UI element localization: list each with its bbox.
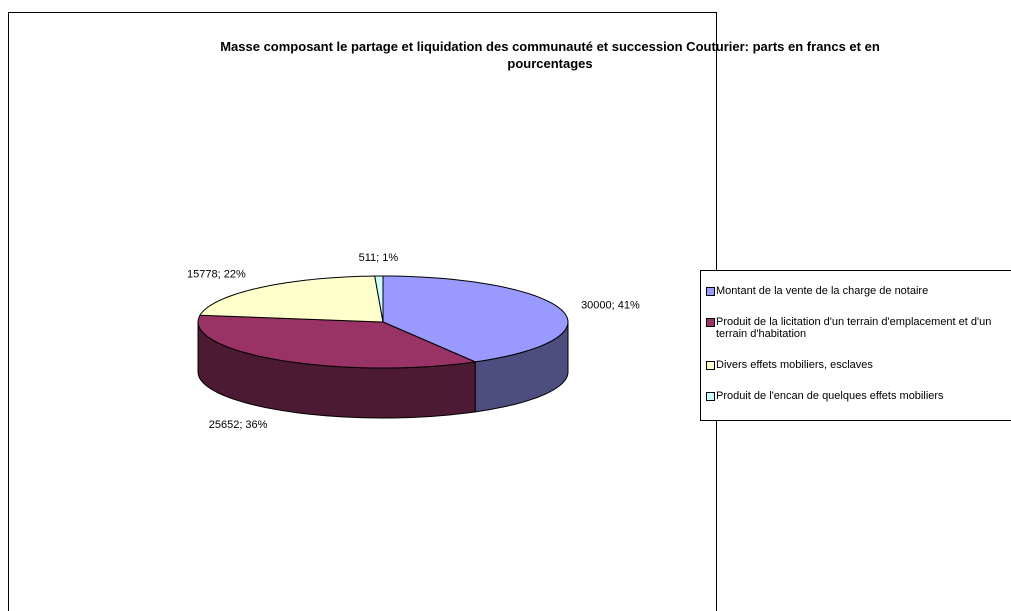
- legend-swatch: [706, 317, 715, 327]
- legend-swatch: [706, 361, 715, 371]
- legend: Montant de la vente de la charge de nota…: [700, 270, 1011, 421]
- legend-item: Produit de l'encan de quelques effets mo…: [706, 390, 1011, 402]
- slice: [197, 314, 477, 369]
- data-label: 15778; 22%: [187, 268, 246, 280]
- data-label: 25652; 36%: [209, 419, 268, 431]
- slice: [382, 275, 569, 363]
- slice: [374, 275, 384, 323]
- legend-item: Divers effets mobiliers, esclaves: [706, 359, 1011, 371]
- legend-label: Divers effets mobiliers, esclaves: [716, 359, 873, 372]
- chart-title: Masse composant le partage et liquidatio…: [220, 39, 880, 71]
- legend-swatch: [706, 392, 715, 402]
- data-label: 511; 1%: [359, 252, 399, 264]
- legend-label: Produit de la licitation d'un terrain d'…: [716, 315, 992, 340]
- slice: [199, 275, 384, 323]
- legend-label: Montant de la vente de la charge de nota…: [716, 284, 929, 297]
- legend-label: Produit de l'encan de quelques effets mo…: [716, 390, 944, 403]
- data-label: 30000; 41%: [581, 299, 640, 311]
- legend-swatch: [706, 286, 715, 296]
- legend-item: Montant de la vente de la charge de nota…: [706, 285, 1011, 297]
- legend-item: Produit de la licitation d'un terrain d'…: [706, 316, 1011, 340]
